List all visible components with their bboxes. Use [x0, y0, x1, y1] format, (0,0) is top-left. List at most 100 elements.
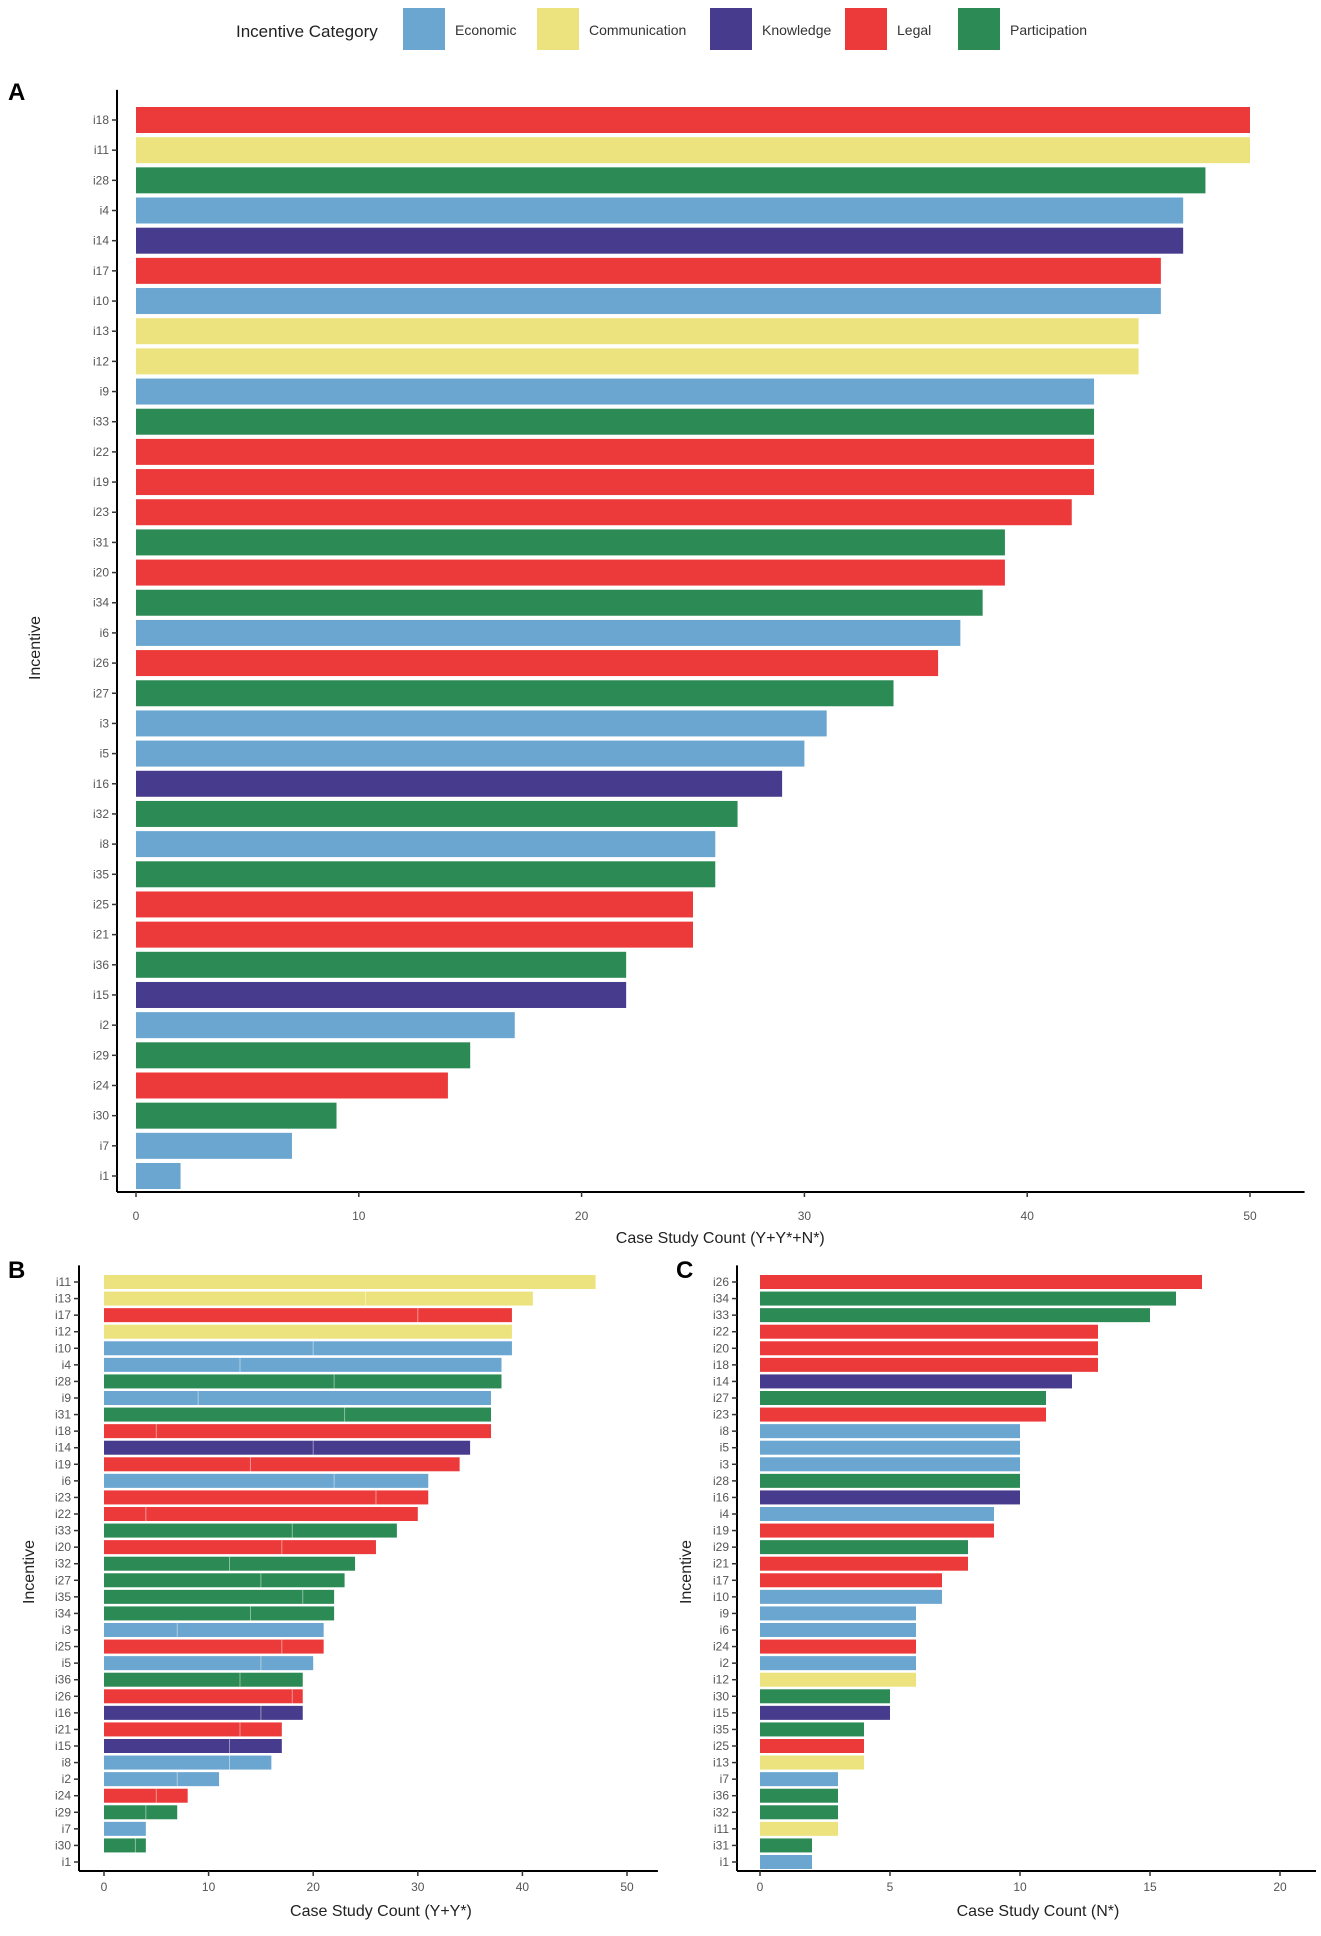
y-tick-label-i33: i33	[713, 1308, 729, 1322]
y-tick-label-i14: i14	[93, 234, 109, 248]
bar-i21	[104, 1722, 282, 1737]
bar-i12	[104, 1324, 512, 1339]
x-tick-label: 50	[620, 1880, 634, 1894]
y-tick-label-i28: i28	[713, 1474, 729, 1488]
bar-i16	[104, 1705, 303, 1720]
bar-i23	[760, 1407, 1046, 1422]
bar-i13	[104, 1291, 533, 1306]
y-tick-label-i20: i20	[713, 1341, 729, 1355]
y-tick-label-i8: i8	[62, 1756, 72, 1770]
y-tick-label-i33: i33	[55, 1524, 71, 1538]
bar-i22	[104, 1507, 418, 1521]
bar-i6	[760, 1623, 916, 1637]
bar-i29	[136, 1042, 471, 1069]
x-axis-title: Case Study Count (Y+Y*)	[290, 1903, 472, 1920]
bar-i26	[760, 1275, 1202, 1289]
y-tick-label-i32: i32	[55, 1557, 71, 1571]
y-tick-label-i18: i18	[93, 113, 109, 127]
y-tick-label-i10: i10	[93, 294, 109, 308]
y-tick-label-i4: i4	[720, 1507, 730, 1521]
y-tick-label-i24: i24	[55, 1789, 71, 1803]
x-tick-label: 15	[1143, 1880, 1157, 1894]
bar-i27	[104, 1573, 345, 1588]
legend-label-communication: Communication	[589, 22, 686, 38]
bar-i16	[760, 1490, 1020, 1505]
bar-i1	[760, 1855, 812, 1869]
x-axis-title: Case Study Count (N*)	[957, 1903, 1120, 1920]
bar-i2	[104, 1772, 220, 1787]
y-tick-label-i16: i16	[713, 1490, 729, 1504]
y-tick-label-i30: i30	[55, 1838, 71, 1852]
y-tick-label-i6: i6	[720, 1623, 730, 1637]
bar-i19	[760, 1523, 994, 1538]
y-tick-label-i8: i8	[720, 1424, 730, 1438]
y-tick-label-i27: i27	[93, 686, 109, 700]
bar-i15	[104, 1739, 282, 1753]
y-tick-label-i30: i30	[93, 1109, 109, 1123]
y-tick-label-i11: i11	[714, 1822, 729, 1836]
panel-label: A	[8, 79, 25, 106]
y-tick-label-i6: i6	[100, 626, 110, 640]
y-tick-label-i17: i17	[713, 1573, 729, 1587]
y-tick-label-i35: i35	[93, 867, 109, 881]
x-tick-label: 50	[1243, 1209, 1257, 1223]
bar-i25	[104, 1639, 324, 1654]
bar-i18	[760, 1357, 1098, 1372]
y-tick-label-i29: i29	[55, 1805, 71, 1819]
y-tick-label-i11: i11	[94, 143, 109, 157]
bar-i23	[136, 499, 1072, 526]
y-tick-label-i17: i17	[55, 1308, 71, 1322]
bar-i18	[104, 1424, 492, 1439]
bar-i24	[136, 1072, 448, 1099]
bar-i14	[136, 227, 1184, 254]
y-tick-label-i2: i2	[720, 1656, 730, 1670]
bar-i17	[104, 1308, 512, 1323]
y-tick-label-i21: i21	[93, 928, 109, 942]
bar-i2	[760, 1656, 916, 1671]
bar-i19	[136, 469, 1095, 496]
bar-i1	[136, 1163, 181, 1189]
bar-i14	[760, 1374, 1072, 1389]
bar-i7	[136, 1132, 292, 1159]
bar-i3	[136, 710, 827, 737]
x-tick-label: 5	[887, 1880, 894, 1894]
x-tick-label: 0	[133, 1209, 140, 1223]
y-tick-label-i32: i32	[713, 1805, 729, 1819]
bar-i36	[760, 1788, 838, 1803]
x-tick-label: 0	[757, 1880, 764, 1894]
y-tick-label-i35: i35	[55, 1590, 71, 1604]
y-tick-label-i5: i5	[100, 747, 110, 761]
bar-i10	[104, 1341, 512, 1356]
y-tick-label-i27: i27	[55, 1573, 71, 1587]
bar-i12	[136, 348, 1139, 375]
bar-i6	[104, 1473, 429, 1488]
y-tick-label-i25: i25	[93, 897, 109, 911]
y-tick-label-i13: i13	[713, 1756, 729, 1770]
y-tick-label-i33: i33	[93, 415, 109, 429]
y-tick-label-i19: i19	[93, 475, 109, 489]
bar-i11	[136, 137, 1250, 164]
x-tick-label: 20	[575, 1209, 589, 1223]
bar-i32	[104, 1556, 356, 1571]
y-tick-label-i35: i35	[713, 1722, 729, 1736]
x-tick-label: 30	[798, 1209, 812, 1223]
bar-i11	[760, 1821, 838, 1836]
y-tick-label-i32: i32	[93, 807, 109, 821]
y-tick-label-i22: i22	[93, 445, 109, 459]
bar-i18	[136, 107, 1250, 133]
x-tick-label: 40	[1021, 1209, 1035, 1223]
y-tick-label-i26: i26	[55, 1689, 71, 1703]
y-tick-label-i16: i16	[93, 777, 109, 791]
y-tick-label-i25: i25	[713, 1739, 729, 1753]
y-tick-label-i18: i18	[55, 1424, 71, 1438]
y-tick-label-i23: i23	[713, 1408, 729, 1422]
y-tick-label-i36: i36	[93, 958, 109, 972]
bar-i27	[136, 680, 894, 707]
bar-i20	[760, 1341, 1098, 1356]
bar-i27	[760, 1391, 1046, 1405]
x-tick-label: 10	[1013, 1880, 1027, 1894]
y-tick-label-i30: i30	[713, 1689, 729, 1703]
y-tick-label-i16: i16	[55, 1706, 71, 1720]
bar-i15	[760, 1705, 890, 1720]
y-tick-label-i21: i21	[713, 1557, 729, 1571]
